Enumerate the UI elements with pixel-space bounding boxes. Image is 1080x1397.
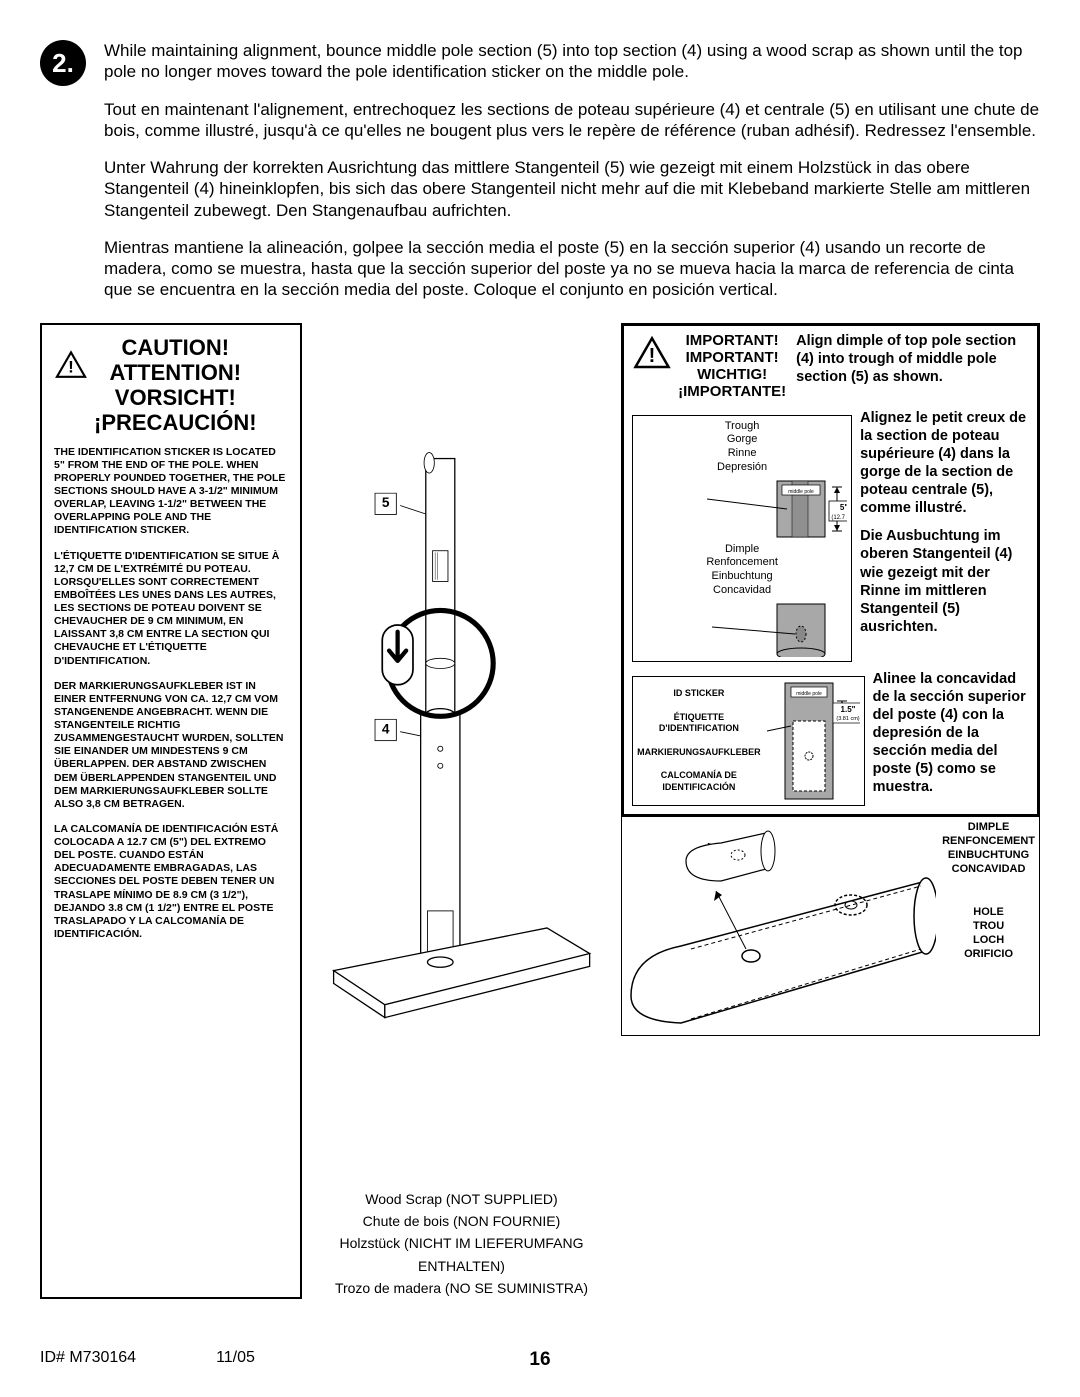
iso-pole-diagram [626,821,936,1031]
sticker-diagram: middle pole 1.5" (3.81 cm) [765,681,860,801]
important-heading: IMPORTANT! IMPORTANT! WICHTIG! ¡IMPORTAN… [678,332,786,401]
footer-id: ID# M730164 [40,1349,136,1367]
warning-icon: ! [632,334,672,370]
instr-fr: Alignez le petit creux de la section de … [860,409,1029,518]
wood-de: Holzstück (NICHT IM LIEFERUMFANG ENTHALT… [308,1232,615,1277]
dim5cm: (12.7 cm) [831,515,847,521]
right-instructions: Align dimple of top pole section (4) int… [796,332,1029,401]
trough-en: Trough [717,420,767,434]
svg-text:!: ! [649,345,656,367]
caution-heading: ! CAUTION! ATTENTION! VORSICHT! ¡PRECAUC… [54,335,288,436]
pole-diagram: 5 4 [308,323,615,1183]
bd-hole-fr: TROU [942,920,1035,934]
instr-de: Die Ausbuchtung im oberen Stangenteil (4… [860,527,1029,636]
footer-page: 16 [529,1349,550,1371]
dimple-es: Concavidad [706,584,778,598]
page: 2. While maintaining alignment, bounce m… [0,0,1080,1397]
imp-fr: IMPORTANT! [678,349,786,366]
trough-label: Trough Gorge Rinne Depresión [717,420,767,475]
footer-date: 11/05 [216,1349,255,1367]
imp-de: WICHTIG! [678,366,786,383]
sticker-labels: ID STICKER ÉTIQUETTE D'IDENTIFICATION MA… [637,688,761,793]
stk-de: MARKIERUNGSAUFKLEBER [637,747,761,759]
svg-text:(3.81 cm): (3.81 cm) [836,716,859,722]
diagram-column: 5 4 Wood Scrap (NOT SUPPLIED) [308,323,615,1300]
imp-en: IMPORTANT! [678,332,786,349]
caution-body-de: DER MARKIERUNGSAUFKLEBER IST IN EINER EN… [54,680,288,811]
step-fr: Tout en maintenant l'alignement, entrech… [104,99,1040,142]
trough-es: Depresión [717,461,767,475]
dimple-de: Einbuchtung [706,570,778,584]
step-number-badge: 2. [40,40,86,86]
caution-body-fr: L'ÉTIQUETTE D'IDENTIFICATION SE SITUE À … [54,550,288,668]
caution-body: THE IDENTIFICATION STICKER IS LOCATED 5"… [54,446,288,941]
bd-dimple-de: EINBUCHTUNG [942,849,1035,863]
instr-es: Alinee la concavidad de la sección super… [873,670,1029,797]
caution-fr: ATTENTION! [94,360,257,385]
bd-dimple-en: DIMPLE [942,821,1035,835]
wood-es: Trozo de madera (NO SE SUMINISTRA) [308,1277,615,1299]
wood-captions: Wood Scrap (NOT SUPPLIED) Chute de bois … [308,1188,615,1300]
stk-fr: ÉTIQUETTE D'IDENTIFICATION [637,712,761,735]
bottom-detail-box: DIMPLE RENFONCEMENT EINBUCHTUNG CONCAVID… [621,817,1040,1036]
callout-4: 4 [374,718,396,740]
dimple-diagram-top [637,602,847,657]
trough-de: Rinne [717,447,767,461]
caution-es: ¡PRECAUCIÓN! [94,410,257,435]
stk-es: CALCOMANÍA DE IDENTIFICACIÓN [637,770,761,793]
bd-dimple-es: CONCAVIDAD [942,863,1035,877]
step-es: Mientras mantiene la alineación, golpee … [104,237,1040,301]
caution-box: ! CAUTION! ATTENTION! VORSICHT! ¡PRECAUC… [40,323,302,1300]
step-de: Unter Wahrung der korrekten Ausrichtung … [104,157,1040,221]
bd-dimple-fr: RENFONCEMENT [942,835,1035,849]
wood-fr: Chute de bois (NON FOURNIE) [308,1210,615,1232]
svg-text:1.5": 1.5" [840,705,855,714]
caution-body-en: THE IDENTIFICATION STICKER IS LOCATED 5"… [54,446,288,538]
page-footer: ID# M730164 11/05 16 [40,1349,1040,1367]
svg-text:!: ! [68,357,74,376]
caution-de: VORSICHT! [94,385,257,410]
main-row: ! CAUTION! ATTENTION! VORSICHT! ¡PRECAUC… [40,323,1040,1300]
warning-icon: ! [54,349,88,379]
wood-en: Wood Scrap (NOT SUPPLIED) [308,1188,615,1210]
middle-pole-label: middle pole [788,489,814,495]
dim5: 5" [840,503,847,512]
bd-hole-en: HOLE [942,906,1035,920]
caution-en: CAUTION! [94,335,257,360]
stk-en: ID STICKER [637,688,761,700]
instr-rest: Alignez le petit creux de la section de … [860,409,1029,662]
instr-en: Align dimple of top pole section (4) int… [796,332,1029,386]
svg-text:middle pole: middle pole [796,691,822,697]
bd-hole-de: LOCH [942,934,1035,948]
hole-block: HOLE TROU LOCH ORIFICIO [942,906,1035,961]
step-en: While maintaining alignment, bounce midd… [104,40,1040,83]
right-column: ! IMPORTANT! IMPORTANT! WICHTIG! ¡IMPORT… [621,323,1040,1300]
bd-hole-es: ORIFICIO [942,948,1035,962]
caution-body-es: LA CALCOMANÍA DE IDENTIFICACIÓN ESTÁ COL… [54,823,288,941]
step-text: While maintaining alignment, bounce midd… [104,40,1040,317]
imp-es: ¡IMPORTANTE! [678,383,786,400]
dimple-block: DIMPLE RENFONCEMENT EINBUCHTUNG CONCAVID… [942,821,1035,876]
dimple-en: Dimple [706,543,778,557]
trough-diagram: middle pole 5" (12.7 cm) [637,479,847,539]
trough-fr: Gorge [717,433,767,447]
dimple-label: Dimple Renfoncement Einbuchtung Concavid… [706,543,778,598]
dimple-fr: Renfoncement [706,556,778,570]
important-box: ! IMPORTANT! IMPORTANT! WICHTIG! ¡IMPORT… [621,323,1040,818]
callout-5: 5 [374,492,396,514]
step-row: 2. While maintaining alignment, bounce m… [40,40,1040,317]
